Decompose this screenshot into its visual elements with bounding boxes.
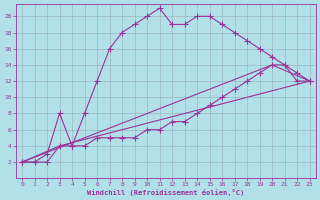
X-axis label: Windchill (Refroidissement éolien,°C): Windchill (Refroidissement éolien,°C) [87, 189, 244, 196]
